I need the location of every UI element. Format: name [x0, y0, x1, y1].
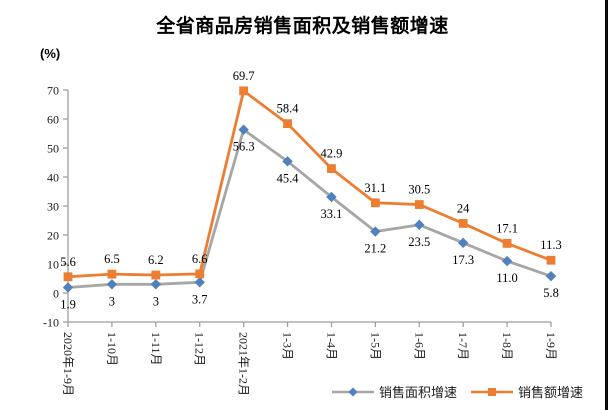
square-marker	[107, 269, 117, 279]
data-label: 24	[457, 201, 470, 215]
data-label: 17.1	[496, 221, 518, 235]
data-label: 11.3	[540, 238, 561, 252]
y-axis-tick-label: 0	[53, 287, 59, 301]
data-label: 21.2	[364, 242, 386, 256]
data-label: 6.5	[104, 252, 120, 266]
data-label: 5.6	[60, 255, 76, 269]
data-label: 11.0	[496, 271, 517, 285]
data-label: 42.9	[321, 147, 343, 161]
x-axis-tick-label: 1-6月	[412, 332, 426, 360]
data-label: 23.5	[408, 235, 430, 249]
data-label: 3	[109, 294, 115, 308]
diamond-marker	[150, 279, 162, 290]
data-label: 6.6	[192, 252, 208, 266]
square-marker	[239, 86, 249, 96]
diamond-marker	[106, 279, 118, 290]
chart-title: 全省商品房销售面积及销售额增速	[156, 16, 449, 37]
diamond-marker	[282, 156, 293, 167]
data-label: 58.4	[277, 102, 300, 116]
y-axis-tick-label: 10	[47, 258, 59, 272]
series-line-sales-area	[67, 127, 552, 289]
x-axis-tick-label: 2021年1-2月	[237, 332, 251, 396]
diamond-marker	[194, 277, 205, 288]
y-axis-tick-label: 70	[47, 84, 59, 98]
legend-square-marker-icon	[488, 387, 497, 396]
x-axis-tick-label: 1-10月	[105, 332, 119, 366]
y-axis-tick-label: 20	[47, 229, 59, 243]
square-marker	[327, 164, 336, 173]
square-marker	[195, 269, 205, 279]
chart-legend: 销售面积增速 销售额增速	[332, 382, 583, 401]
legend-diamond-marker-icon	[348, 387, 358, 396]
square-marker	[458, 219, 468, 228]
square-marker	[502, 239, 512, 248]
x-axis-tick-label: 1-5月	[368, 332, 382, 360]
y-axis-tick-label: 30	[47, 200, 59, 214]
y-axis-tick-label: 60	[47, 113, 59, 127]
diamond-marker	[414, 219, 425, 231]
data-label: 5.8	[543, 286, 559, 300]
square-marker	[370, 198, 380, 208]
y-axis-tick-label: 50	[47, 142, 59, 156]
x-axis-tick-label: 1-11月	[149, 332, 163, 366]
x-axis-tick-label: 1-9月	[544, 332, 558, 360]
data-label: 3	[153, 294, 159, 308]
legend-sales-area-line-marker-icon	[332, 387, 374, 396]
data-label: 1.9	[60, 297, 76, 311]
x-axis-tick-label: 1-8月	[500, 332, 514, 360]
x-axis-tick-label: 1-12月	[193, 332, 207, 366]
legend-sales-amount-line-marker-icon	[471, 387, 514, 396]
series-line-sales-amount	[67, 88, 552, 279]
square-marker	[283, 119, 292, 129]
legend-label-sales-area-growth: 销售面积增速	[379, 385, 458, 400]
data-label: 56.3	[233, 140, 255, 154]
data-label: 31.1	[364, 181, 386, 195]
data-label: 45.4	[277, 171, 300, 185]
data-label: 3.7	[192, 292, 208, 306]
data-label: 69.7	[233, 69, 255, 83]
x-axis-tick-label: 1-4月	[324, 332, 338, 360]
diamond-marker	[62, 282, 74, 293]
diamond-marker	[238, 124, 249, 135]
diamond-marker	[370, 226, 381, 237]
y-axis-tick-label: 40	[47, 171, 59, 185]
data-label: 17.3	[452, 253, 474, 267]
square-marker	[414, 200, 424, 209]
legend-label-sales-amount-growth: 销售额增速	[518, 385, 584, 400]
data-label: 33.1	[321, 207, 343, 221]
legend-item-sales-amount-growth: 销售额增速	[471, 382, 583, 401]
data-label: 30.5	[408, 183, 430, 197]
data-label: 6.2	[148, 253, 164, 267]
square-marker	[63, 272, 73, 282]
y-axis-tick-label: -10	[43, 316, 59, 330]
x-axis-tick-label: 1-7月	[456, 332, 470, 360]
diamond-marker	[457, 237, 469, 249]
square-marker	[546, 255, 556, 265]
y-axis-unit-label: (%)	[40, 46, 61, 61]
square-marker	[151, 270, 161, 280]
legend-item-sales-area-growth: 销售面积增速	[332, 382, 457, 401]
diamond-marker	[501, 255, 513, 267]
diamond-marker	[326, 191, 337, 203]
x-axis-tick-label: 1-3月	[281, 332, 295, 360]
x-axis-tick-label: 2020年1-9月	[61, 332, 75, 396]
diamond-marker	[545, 270, 557, 282]
